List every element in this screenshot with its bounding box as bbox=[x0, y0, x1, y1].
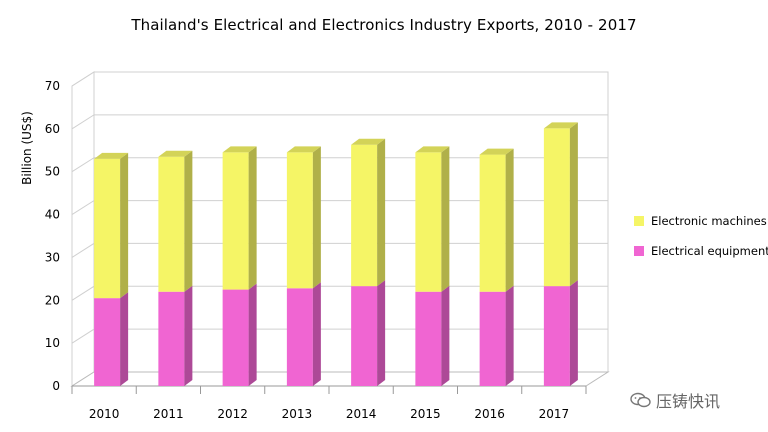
watermark-text: 压铸快讯 bbox=[656, 392, 721, 411]
bar-top bbox=[415, 146, 450, 153]
legend-swatch bbox=[634, 216, 644, 226]
bar-side bbox=[312, 146, 321, 289]
x-tick-label: 2012 bbox=[217, 407, 248, 421]
y-tick-label: 20 bbox=[45, 293, 60, 307]
bar-top bbox=[286, 146, 321, 153]
x-tick-label: 2016 bbox=[474, 407, 505, 421]
legend-label: Electronic machines bbox=[651, 214, 767, 228]
bar-side bbox=[441, 146, 450, 292]
bar-side bbox=[569, 122, 578, 287]
y-tick-label: 70 bbox=[45, 79, 60, 93]
bar-side bbox=[505, 285, 514, 386]
bar-segment bbox=[158, 156, 185, 292]
x-tick-label: 2013 bbox=[282, 407, 313, 421]
bar-side bbox=[248, 146, 257, 290]
bar-top bbox=[94, 152, 129, 159]
wechat-icon bbox=[630, 392, 651, 408]
bar-top bbox=[543, 122, 578, 129]
y-tick-label: 50 bbox=[45, 165, 60, 179]
side-wall bbox=[71, 71, 95, 387]
y-tick-label: 0 bbox=[52, 379, 60, 393]
bar-side bbox=[312, 282, 321, 386]
gridline bbox=[71, 71, 608, 87]
bar-segment bbox=[479, 291, 506, 386]
bar-segment bbox=[286, 152, 313, 289]
legend-swatch bbox=[634, 246, 644, 256]
y-tick-label: 40 bbox=[45, 208, 60, 222]
bar-segment bbox=[222, 289, 249, 386]
bar-segment bbox=[351, 144, 378, 287]
bar-side bbox=[120, 292, 129, 386]
bar-top bbox=[479, 148, 514, 155]
bar-segment bbox=[286, 288, 313, 386]
bar-side bbox=[569, 280, 578, 386]
floor bbox=[70, 371, 610, 387]
bar-segment bbox=[158, 291, 185, 386]
bar-side bbox=[120, 152, 129, 299]
bar-top bbox=[158, 150, 193, 157]
x-tick-label: 2010 bbox=[89, 407, 120, 421]
bar-side bbox=[505, 148, 514, 292]
bar-segment bbox=[222, 152, 249, 290]
y-tick-label: 10 bbox=[45, 336, 60, 350]
bar-segment bbox=[94, 298, 121, 386]
bar-segment bbox=[543, 128, 570, 287]
x-tick-label: 2014 bbox=[346, 407, 377, 421]
bar-side bbox=[441, 285, 450, 386]
bar-side bbox=[248, 283, 257, 386]
bar-segment bbox=[351, 286, 378, 386]
bar-top bbox=[222, 146, 257, 153]
bar-side bbox=[184, 150, 193, 292]
gridline bbox=[71, 114, 608, 130]
legend-label: Electrical equipment bbox=[651, 244, 768, 258]
bar-segment bbox=[479, 154, 506, 292]
bar-side bbox=[377, 280, 386, 386]
watermark: 压铸快讯 bbox=[630, 388, 720, 412]
bar-segment bbox=[415, 291, 442, 386]
bar-segment bbox=[415, 152, 442, 292]
bar-top bbox=[351, 138, 386, 145]
y-tick-label: 30 bbox=[45, 250, 60, 264]
y-tick-label: 60 bbox=[45, 122, 60, 136]
bar-side bbox=[184, 285, 193, 386]
bar-segment bbox=[94, 158, 121, 299]
chart-title: Thailand's Electrical and Electronics In… bbox=[131, 16, 637, 34]
bar-segment bbox=[543, 286, 570, 386]
bar-side bbox=[377, 138, 386, 287]
x-tick-label: 2015 bbox=[410, 407, 441, 421]
x-tick-label: 2011 bbox=[153, 407, 184, 421]
y-axis-label: Billion (US$) bbox=[20, 111, 34, 185]
x-tick-label: 2017 bbox=[539, 407, 570, 421]
